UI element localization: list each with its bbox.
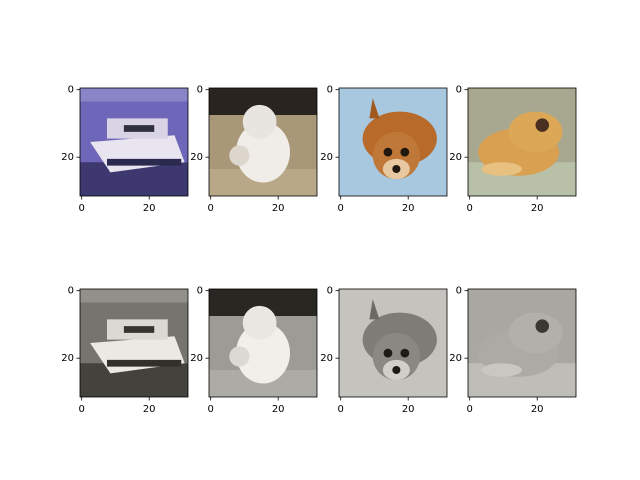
image-shape	[481, 363, 522, 377]
axes-frame	[208, 87, 318, 197]
image	[80, 289, 188, 397]
image	[339, 88, 447, 196]
axes-frame	[467, 288, 577, 398]
x-tick-label: 20	[402, 404, 415, 415]
image-shape	[242, 305, 277, 340]
image-shape	[508, 312, 563, 354]
y-tick-label: 0	[197, 286, 203, 297]
image	[468, 289, 576, 397]
image	[209, 289, 317, 397]
image	[468, 88, 576, 196]
image-shape	[369, 98, 380, 119]
y-tick-label: 20	[61, 353, 74, 364]
x-tick-label: 0	[79, 203, 85, 214]
axes-frame	[467, 87, 577, 197]
x-tick-label: 0	[467, 404, 473, 415]
x-tick-label: 0	[467, 203, 473, 214]
x-tick-label: 0	[208, 404, 214, 415]
image-shape	[392, 164, 401, 174]
x-tick-label: 0	[208, 203, 214, 214]
image-shape	[508, 111, 563, 153]
y-tick-label: 0	[456, 85, 462, 96]
image-shape	[236, 322, 290, 384]
image	[209, 88, 317, 196]
image-shape	[400, 147, 410, 157]
image-shape	[229, 145, 250, 166]
axes-frame	[208, 288, 318, 398]
image-shape	[229, 346, 250, 367]
image-shape	[392, 365, 401, 375]
axes-frame	[338, 288, 448, 398]
x-tick-label: 20	[272, 203, 285, 214]
image-shape	[369, 299, 380, 320]
image-shape	[80, 289, 188, 303]
y-tick-label: 20	[190, 353, 203, 364]
image-shape	[80, 88, 188, 102]
image-shape	[107, 158, 182, 166]
image-shape	[383, 348, 393, 358]
y-tick-label: 20	[190, 152, 203, 163]
x-tick-label: 20	[143, 203, 156, 214]
image-shape	[535, 319, 549, 333]
image-shape	[535, 118, 549, 132]
y-tick-label: 20	[320, 353, 333, 364]
x-tick-label: 0	[79, 404, 85, 415]
y-tick-label: 0	[327, 85, 333, 96]
image-shape	[123, 326, 155, 333]
y-tick-label: 0	[68, 85, 74, 96]
y-tick-label: 20	[320, 152, 333, 163]
image-shape	[481, 162, 522, 176]
y-tick-label: 0	[327, 286, 333, 297]
image-shape	[107, 359, 182, 367]
x-tick-label: 0	[338, 404, 344, 415]
image	[339, 289, 447, 397]
image-shape	[123, 125, 155, 132]
axes-frame	[79, 288, 189, 398]
x-tick-label: 20	[531, 203, 544, 214]
y-tick-label: 20	[61, 152, 74, 163]
x-tick-label: 0	[338, 203, 344, 214]
axes-frame	[79, 87, 189, 197]
y-tick-label: 0	[456, 286, 462, 297]
y-tick-label: 0	[68, 286, 74, 297]
image-shape	[383, 147, 393, 157]
image	[80, 88, 188, 196]
image-shape	[236, 121, 290, 183]
x-tick-label: 20	[272, 404, 285, 415]
x-tick-label: 20	[402, 203, 415, 214]
y-tick-label: 0	[197, 85, 203, 96]
image-shape	[400, 348, 410, 358]
y-tick-label: 20	[449, 152, 462, 163]
y-tick-label: 20	[449, 353, 462, 364]
x-tick-label: 20	[143, 404, 156, 415]
image-shape	[242, 104, 277, 139]
axes-frame	[338, 87, 448, 197]
x-tick-label: 20	[531, 404, 544, 415]
